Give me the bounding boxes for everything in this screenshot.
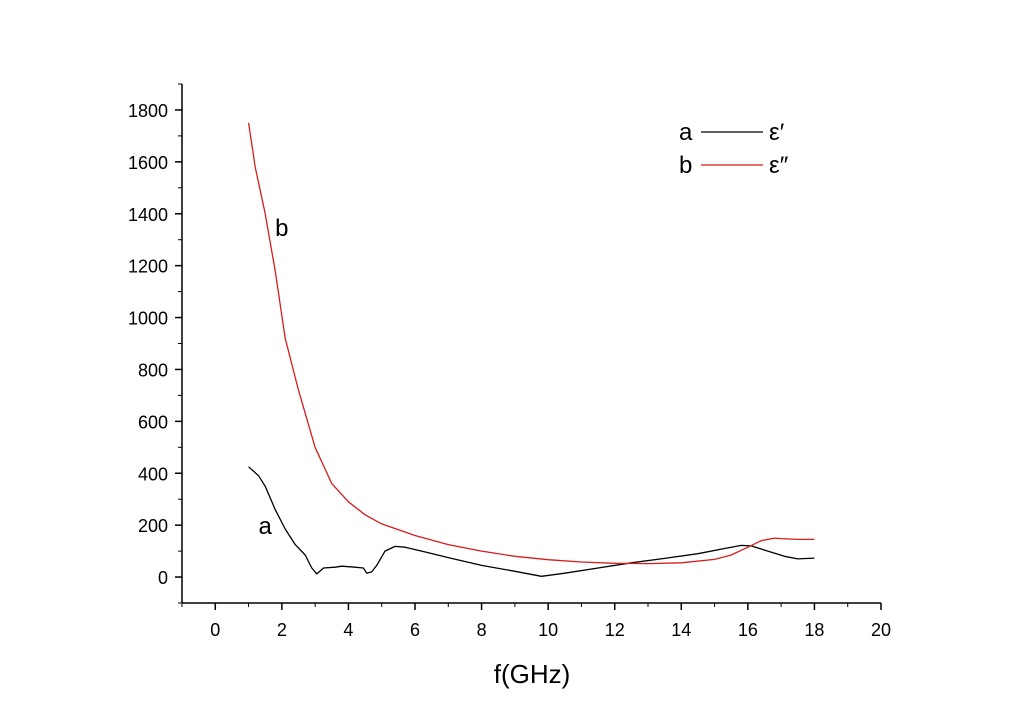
legend-label-a: ε′: [769, 119, 785, 146]
y-tick-label: 200: [138, 516, 168, 536]
curve-label-a: a: [259, 513, 273, 540]
x-tick-label: 12: [605, 620, 625, 640]
y-tick-label: 1600: [128, 153, 168, 173]
x-axis-title: f(GHz): [494, 659, 571, 689]
x-tick-label: 10: [538, 620, 558, 640]
x-tick-label: 4: [343, 620, 353, 640]
y-tick-label: 1000: [128, 309, 168, 329]
curve-label-b: b: [275, 215, 288, 242]
y-tick-label: 1400: [128, 205, 168, 225]
y-tick-label: 600: [138, 412, 168, 432]
y-tick-label: 400: [138, 464, 168, 484]
curve-annotations: ab: [259, 215, 289, 540]
x-tick-label: 2: [277, 620, 287, 640]
x-tick-label: 18: [804, 620, 824, 640]
x-tick-label: 14: [671, 620, 691, 640]
y-tick-label: 1200: [128, 257, 168, 277]
series-line-b: [247, 122, 815, 565]
legend: a ε′ b ε″: [679, 119, 789, 179]
legend-key-a: a: [679, 119, 693, 146]
x-tick-label: 20: [871, 620, 891, 640]
axes: 0 2 4 6 8 10 12 14 16 18 2002004006008001000120014…: [128, 83, 891, 640]
y-tick-label: 1800: [128, 101, 168, 121]
y-tick-label: 800: [138, 360, 168, 380]
x-tick-label: 0: [210, 620, 220, 640]
x-tick-label: 8: [477, 620, 487, 640]
legend-key-b: b: [679, 152, 692, 179]
series-layer: [247, 122, 815, 577]
y-tick-label: 0: [158, 568, 168, 588]
x-tick-label: 16: [738, 620, 758, 640]
x-tick-label: 6: [410, 620, 420, 640]
legend-label-b: ε″: [769, 152, 789, 179]
series-line-a: [248, 466, 815, 577]
